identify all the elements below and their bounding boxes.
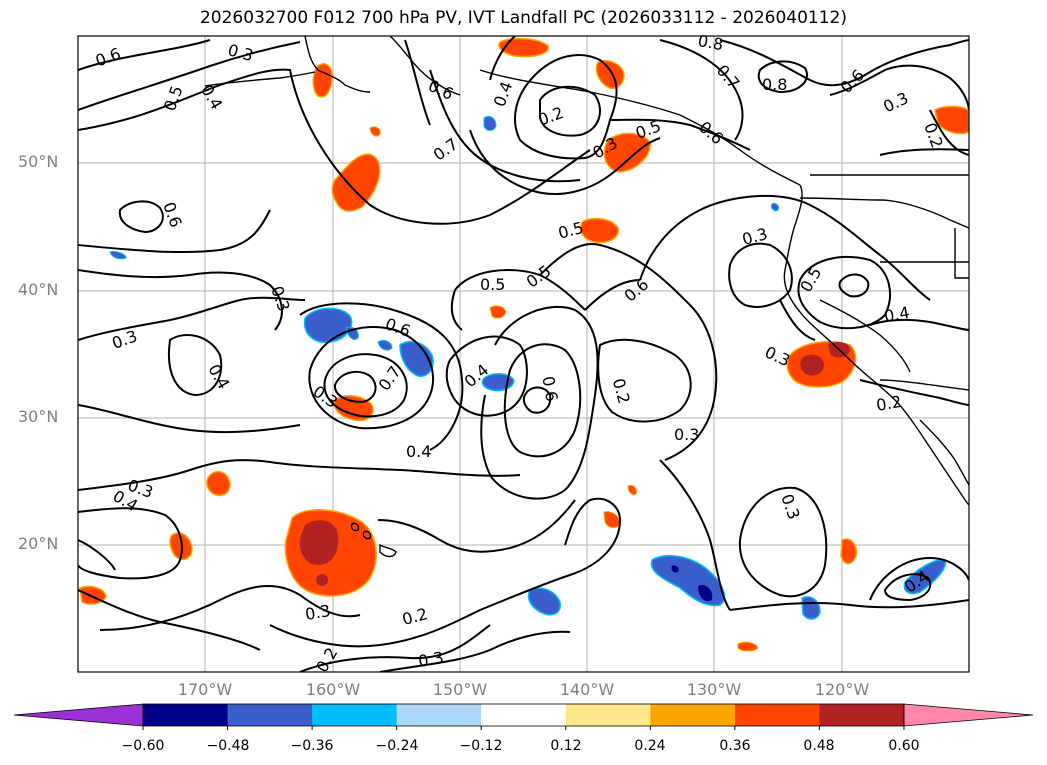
colorbar-tick-label: −0.12	[459, 738, 503, 754]
colorbar-tick-label: 0.36	[719, 738, 751, 754]
lat-label-50n: 50°N	[18, 152, 59, 171]
colorbar-bin	[734, 704, 820, 726]
colorbar-tick-label: −0.48	[206, 738, 250, 754]
colorbar-tick-label: −0.24	[375, 738, 419, 754]
colorbar-bin	[650, 704, 736, 726]
lon-label-160w: 160°W	[305, 680, 361, 699]
colorbar-bin	[396, 704, 482, 726]
lon-label-150w: 150°W	[432, 680, 488, 699]
colorbar-tick-label: 0.48	[803, 738, 835, 754]
contour-label: 0.3	[417, 648, 445, 671]
contour-label: 0.4	[883, 303, 911, 326]
colorbar-bin	[565, 704, 651, 726]
lon-label-120w: 120°W	[814, 680, 870, 699]
colorbar-tick-label: 0.60	[888, 738, 920, 754]
contour-label: 0.6	[538, 375, 561, 403]
contour-label: 0.8	[696, 31, 724, 54]
graticule	[78, 36, 969, 672]
colorbar	[13, 703, 1034, 730]
lat-label-30n: 30°N	[18, 407, 59, 426]
lon-label-170w: 170°W	[177, 680, 233, 699]
colorbar-tick-label: 0.24	[634, 738, 666, 754]
colorbar-tick-label: −0.60	[121, 738, 165, 754]
contour-label: 0.4	[406, 442, 431, 461]
colorbar-bin	[143, 704, 229, 726]
contour-label: 0.3	[304, 601, 332, 624]
colorbar-bin	[481, 704, 567, 726]
contour-label: 0.2	[875, 392, 903, 415]
contour-label: 0.3	[674, 425, 699, 444]
chart-title: 2026032700 F012 700 hPa PV, IVT Landfall…	[199, 8, 847, 28]
colorbar-tick-label: 0.12	[550, 738, 582, 754]
colorbar-bin	[312, 704, 398, 726]
coastlines	[204, 36, 969, 558]
map-frame	[77, 35, 970, 673]
colorbar-tick-label: −0.36	[290, 738, 334, 754]
colorbar-under-arrow	[13, 703, 144, 727]
contour-label: 0.8	[762, 75, 787, 94]
contour-label: 0.5	[480, 275, 505, 294]
colorbar-bin	[227, 704, 313, 726]
lon-label-140w: 140°W	[559, 680, 615, 699]
lon-label-130w: 130°W	[686, 680, 742, 699]
lat-label-20n: 20°N	[18, 534, 59, 553]
lat-label-40n: 40°N	[18, 280, 59, 299]
colorbar-over-arrow	[903, 703, 1034, 727]
pv-contours	[78, 36, 969, 672]
colorbar-frame	[142, 703, 905, 727]
colorbar-bin	[819, 704, 905, 726]
